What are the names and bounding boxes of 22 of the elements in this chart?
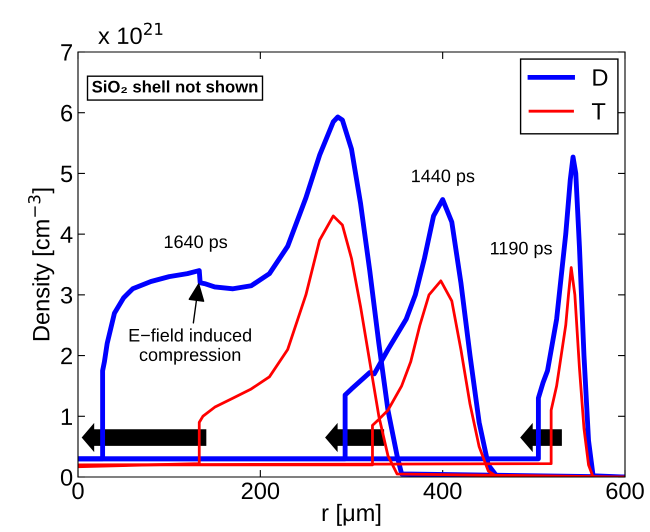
y-tick-label: 2 — [61, 348, 72, 364]
annotation: 1640 ps — [164, 235, 228, 252]
y-axis-title: Density [cm$^{−3}$] — [28, 188, 54, 340]
y-tick-label: 6 — [61, 104, 72, 122]
x-tick-label: 600 — [606, 482, 644, 500]
y-tick-label: 3 — [60, 286, 72, 304]
x-tick-label: 200 — [242, 482, 280, 500]
legend-label: T — [592, 103, 606, 120]
x-axis-title: r [μm] — [322, 504, 380, 526]
annotation: 1190 ps — [490, 242, 552, 258]
text: x 10$^{21}$ — [98, 22, 162, 44]
y-tick-label: 5 — [60, 166, 72, 182]
x-tick-label: 0 — [72, 482, 84, 500]
y-tick-label: 7 — [61, 44, 72, 61]
x-tick-label: 400 — [424, 482, 462, 500]
y-tick-label: 0 — [60, 469, 72, 486]
y-tick-label: 1 — [62, 408, 72, 425]
annotation: E−field induced compression — [130, 328, 251, 365]
y-tick-label: 4 — [60, 226, 72, 243]
annotation: 1440 ps — [412, 170, 474, 186]
legend-label: D — [593, 69, 608, 86]
annotation: SiO₂ shell not shown — [92, 80, 258, 93]
